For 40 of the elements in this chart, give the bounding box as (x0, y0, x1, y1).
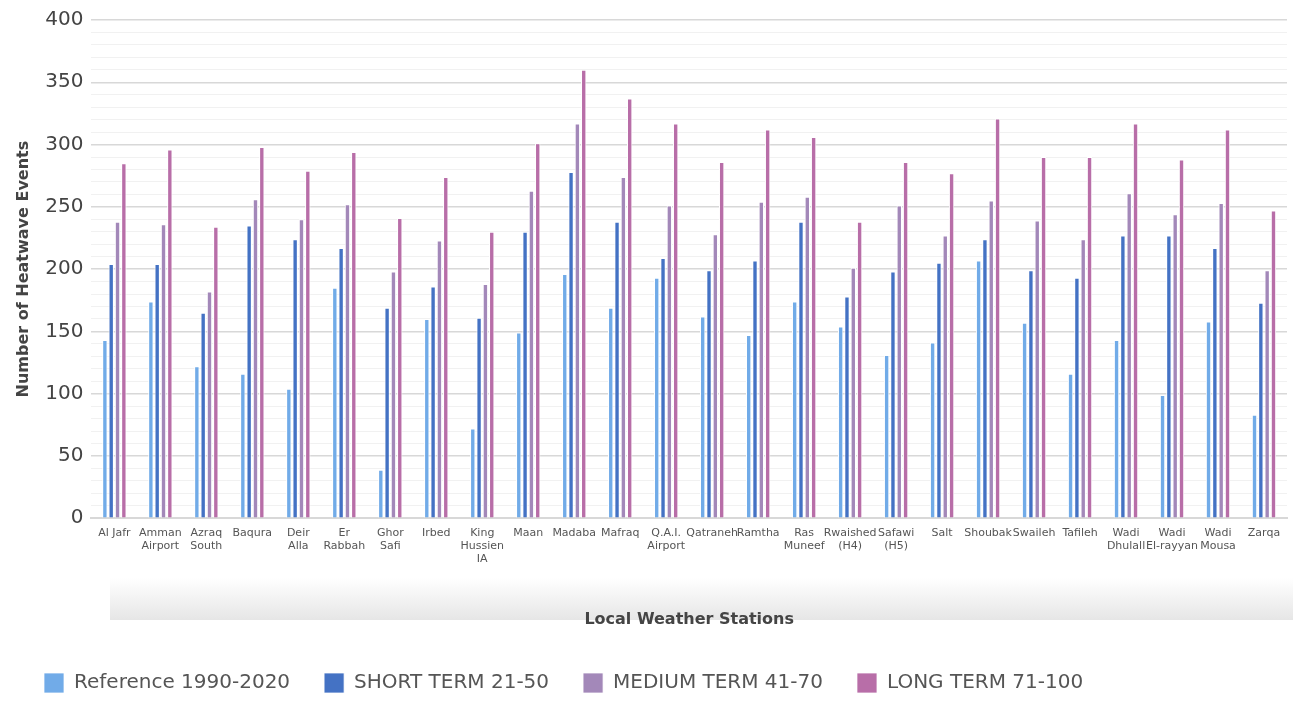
x-tick-label: Ramtha (736, 525, 780, 539)
x-tick-label: Wadi Dhulall (1106, 525, 1146, 552)
x-tick-label: Madaba (552, 525, 597, 539)
x-tick-label: Mafraq (601, 525, 640, 539)
x-tick-label: Swaileh (1012, 525, 1056, 539)
x-tick-label: Maan (513, 525, 544, 539)
x-tick-label: Tafileh (1061, 525, 1098, 539)
x-tick-label: Irbed (422, 525, 451, 539)
x-tick-label: Al Jafr (98, 525, 132, 539)
x-tick-label: Er Rabbah (323, 525, 366, 552)
x-tick-label: King Hussien IA (460, 525, 505, 566)
x-tick-label: Shoubak (964, 525, 1013, 539)
y-tick-label: 150 (45, 317, 84, 342)
y-tick-label: 350 (45, 68, 84, 93)
x-tick-label: Ghor Safi (376, 525, 405, 552)
x-axis-title: Local Weather Stations (584, 608, 794, 628)
y-tick-label: 300 (45, 130, 84, 155)
x-tick-label: Q.A.I. Airport (647, 525, 686, 552)
y-tick-label: 200 (45, 255, 84, 280)
x-tick-label: Baqura (232, 525, 273, 539)
y-tick-label: 0 (70, 504, 84, 529)
x-tick-label: Amman Airport (139, 525, 182, 552)
x-tick-label: Wadi Mousa (1200, 525, 1236, 552)
legend-label: MEDIUM TERM 41-70 (613, 669, 823, 694)
x-tick-label: Ras Muneef (783, 525, 826, 552)
x-tick-label: Wadi El-rayyan (1146, 525, 1199, 552)
x-tick-label: Zarqa (1247, 525, 1281, 539)
legend-label: Reference 1990-2020 (74, 669, 291, 694)
x-tick-label: Safawi (H5) (877, 525, 915, 552)
x-tick-label: Deir Alla (286, 525, 311, 552)
x-tick-label: Azraq South (190, 525, 223, 552)
legend-label: LONG TERM 71-100 (886, 669, 1084, 694)
y-tick-label: 50 (57, 442, 84, 467)
x-tick-label: Qatraneh (686, 525, 739, 539)
y-tick-label: 250 (45, 193, 84, 218)
legend-label: SHORT TERM 21-50 (354, 669, 550, 694)
y-axis-title: Number of Heatwave Events (12, 140, 32, 398)
x-tick-label: Salt (931, 525, 954, 539)
y-tick-label: 400 (45, 6, 84, 31)
y-tick-label: 100 (45, 379, 84, 404)
